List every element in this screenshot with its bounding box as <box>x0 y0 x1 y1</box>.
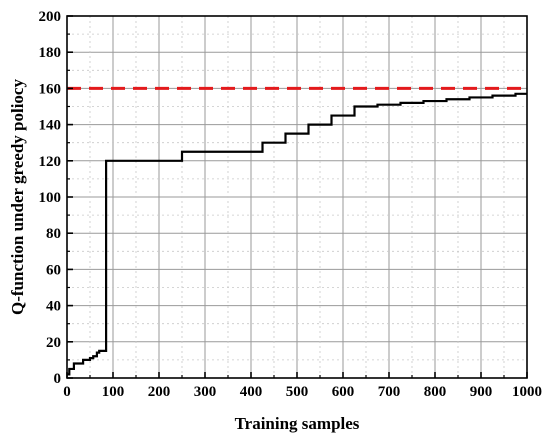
grid <box>67 16 527 378</box>
y-tick-label: 120 <box>39 154 62 170</box>
y-tick-label: 100 <box>39 190 62 206</box>
x-tick-label: 500 <box>286 384 309 400</box>
x-tick-label: 700 <box>378 384 401 400</box>
x-tick-label: 1000 <box>512 384 542 400</box>
ticks-layer: 0 100 200 300 400 500 600 700 800 900 1000 0 20 40 60 8… <box>39 9 543 400</box>
series-step-line <box>67 92 527 376</box>
y-tick-label: 140 <box>39 118 62 134</box>
y-tick-label: 200 <box>39 9 62 25</box>
y-axis-title: Q-function under greedy poliocy <box>8 79 27 315</box>
y-tick-label: 180 <box>39 45 62 61</box>
x-tick-label: 800 <box>424 384 447 400</box>
y-tick-label: 40 <box>46 299 61 315</box>
x-tick-label: 400 <box>240 384 263 400</box>
y-tick-label: 80 <box>46 226 61 242</box>
x-tick-label: 600 <box>332 384 355 400</box>
y-tick-label: 60 <box>46 262 61 278</box>
x-axis-title: Training samples <box>235 414 360 433</box>
x-tick-label: 300 <box>194 384 217 400</box>
series-layer <box>67 86 527 376</box>
x-tick-label: 0 <box>63 384 71 400</box>
x-tick-label: 900 <box>470 384 493 400</box>
x-tick-label: 100 <box>102 384 125 400</box>
y-tick-label: 0 <box>54 371 62 387</box>
y-tick-label: 20 <box>46 335 61 351</box>
y-tick-label: 160 <box>39 81 62 97</box>
x-tick-label: 200 <box>148 384 171 400</box>
